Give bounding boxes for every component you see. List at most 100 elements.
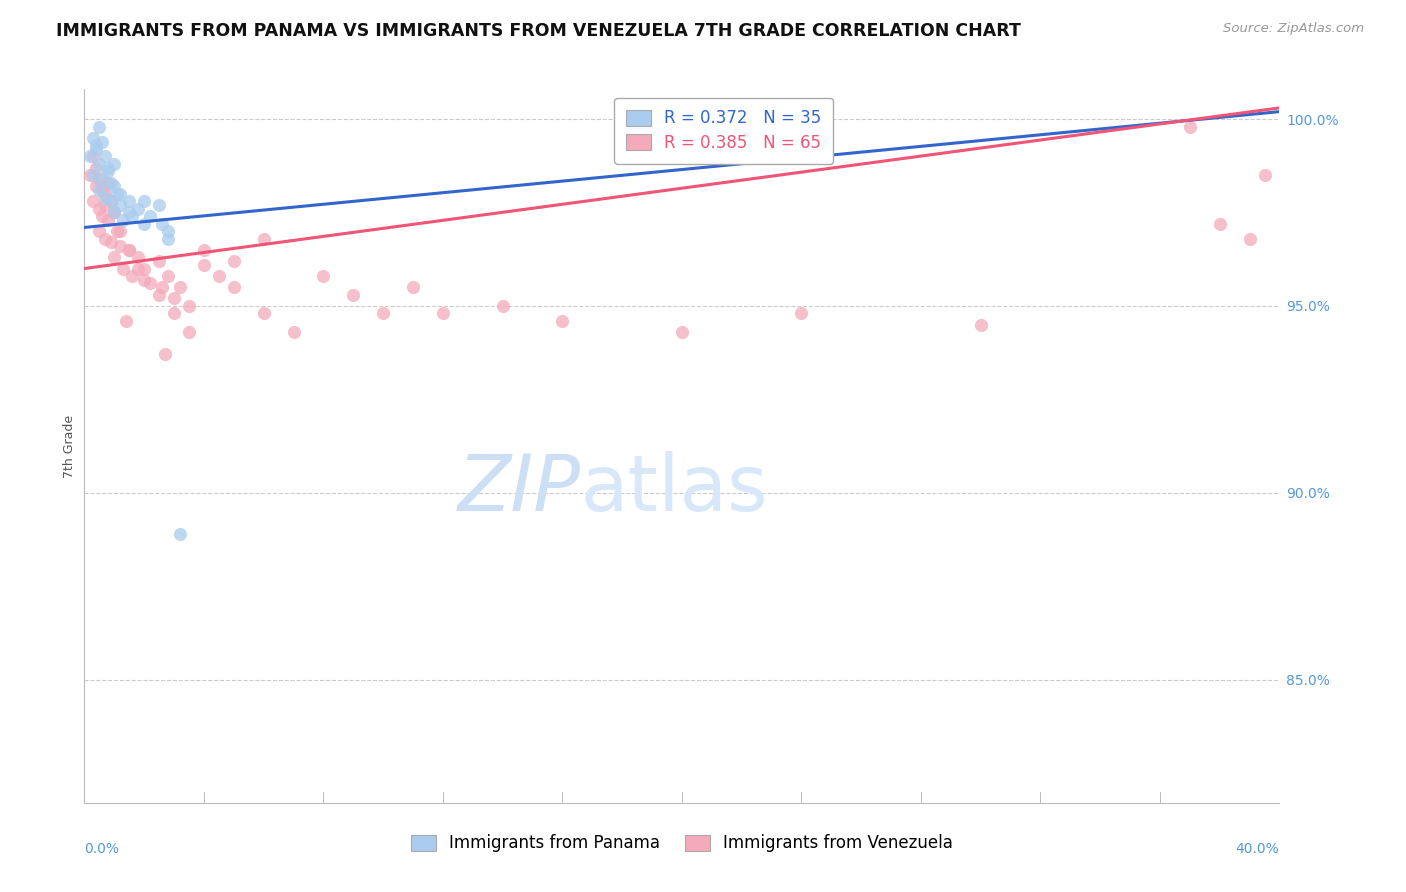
Point bbox=[110, 198, 132, 212]
Point bbox=[163, 292, 186, 306]
Point bbox=[91, 172, 114, 186]
Point bbox=[283, 325, 305, 339]
Point bbox=[110, 239, 132, 253]
Point bbox=[115, 314, 138, 328]
Text: Source: ZipAtlas.com: Source: ZipAtlas.com bbox=[1223, 22, 1364, 36]
Point bbox=[118, 243, 141, 257]
Point bbox=[100, 194, 122, 209]
Point bbox=[91, 135, 114, 149]
Point bbox=[100, 176, 122, 190]
Point bbox=[177, 299, 200, 313]
Point bbox=[148, 198, 170, 212]
Point bbox=[790, 306, 813, 320]
Point bbox=[89, 224, 111, 238]
Point bbox=[127, 261, 149, 276]
Point bbox=[97, 176, 120, 190]
Point bbox=[132, 194, 156, 209]
Point bbox=[121, 268, 143, 283]
Point bbox=[91, 183, 114, 197]
Point bbox=[112, 213, 135, 227]
Y-axis label: 7th Grade: 7th Grade bbox=[63, 415, 76, 477]
Point bbox=[89, 120, 111, 134]
Point bbox=[671, 325, 693, 339]
Point bbox=[82, 130, 104, 145]
Point bbox=[121, 209, 143, 223]
Point bbox=[91, 209, 114, 223]
Point bbox=[86, 179, 108, 194]
Text: ZIP: ZIP bbox=[457, 450, 581, 527]
Point bbox=[86, 161, 108, 175]
Point bbox=[253, 306, 276, 320]
Legend: Immigrants from Panama, Immigrants from Venezuela: Immigrants from Panama, Immigrants from … bbox=[401, 824, 963, 863]
Point bbox=[112, 261, 135, 276]
Point bbox=[89, 183, 111, 197]
Point bbox=[89, 172, 111, 186]
Text: IMMIGRANTS FROM PANAMA VS IMMIGRANTS FROM VENEZUELA 7TH GRADE CORRELATION CHART: IMMIGRANTS FROM PANAMA VS IMMIGRANTS FRO… bbox=[56, 22, 1021, 40]
Point bbox=[492, 299, 515, 313]
Point bbox=[193, 258, 215, 272]
Point bbox=[110, 224, 132, 238]
Point bbox=[118, 205, 141, 219]
Point bbox=[105, 224, 128, 238]
Point bbox=[97, 164, 120, 178]
Point bbox=[373, 306, 395, 320]
Point bbox=[132, 261, 156, 276]
Point bbox=[118, 243, 141, 257]
Point bbox=[105, 186, 128, 201]
Point bbox=[79, 149, 101, 163]
Point bbox=[312, 268, 335, 283]
Point bbox=[153, 347, 176, 361]
Point bbox=[1178, 120, 1201, 134]
Point bbox=[148, 254, 170, 268]
Point bbox=[89, 202, 111, 216]
Point bbox=[82, 168, 104, 182]
Point bbox=[132, 273, 156, 287]
Point bbox=[86, 138, 108, 153]
Point bbox=[103, 205, 125, 219]
Point bbox=[94, 190, 117, 204]
Point bbox=[127, 250, 149, 264]
Point bbox=[103, 205, 125, 219]
Point bbox=[169, 280, 191, 294]
Point bbox=[169, 526, 191, 541]
Point bbox=[94, 186, 117, 201]
Point bbox=[1253, 168, 1275, 182]
Point bbox=[1209, 217, 1232, 231]
Point bbox=[551, 314, 574, 328]
Point bbox=[79, 168, 101, 182]
Point bbox=[100, 235, 122, 250]
Point bbox=[118, 194, 141, 209]
Point bbox=[208, 268, 231, 283]
Point bbox=[157, 232, 180, 246]
Point bbox=[139, 277, 162, 291]
Point bbox=[82, 194, 104, 209]
Point bbox=[157, 224, 180, 238]
Point bbox=[94, 149, 117, 163]
Point bbox=[94, 198, 117, 212]
Point bbox=[103, 250, 125, 264]
Point bbox=[94, 232, 117, 246]
Point bbox=[150, 280, 173, 294]
Point bbox=[100, 194, 122, 209]
Point bbox=[103, 157, 125, 171]
Text: 0.0%: 0.0% bbox=[84, 842, 120, 856]
Point bbox=[103, 205, 125, 219]
Point bbox=[222, 254, 245, 268]
Point bbox=[432, 306, 454, 320]
Point bbox=[970, 318, 993, 332]
Point bbox=[86, 142, 108, 156]
Point bbox=[97, 161, 120, 175]
Point bbox=[139, 209, 162, 223]
Point bbox=[127, 202, 149, 216]
Point bbox=[163, 306, 186, 320]
Point bbox=[253, 232, 276, 246]
Text: atlas: atlas bbox=[581, 450, 768, 527]
Point bbox=[82, 149, 104, 163]
Point bbox=[1239, 232, 1261, 246]
Point bbox=[402, 280, 425, 294]
Point bbox=[342, 287, 364, 301]
Point bbox=[89, 157, 111, 171]
Text: 40.0%: 40.0% bbox=[1236, 842, 1279, 856]
Point bbox=[222, 280, 245, 294]
Point bbox=[148, 287, 170, 301]
